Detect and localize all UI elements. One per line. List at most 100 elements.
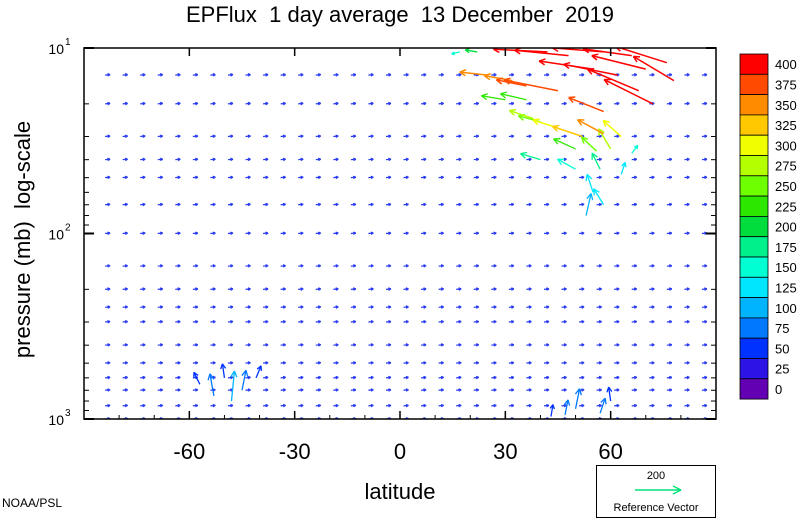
colorbar-swatch [739, 317, 769, 339]
flux-vector [456, 361, 462, 365]
y-tick-label: 10 [48, 41, 64, 57]
flux-vector [456, 175, 462, 180]
colorbar-label: 275 [775, 159, 797, 174]
flux-vector [298, 101, 304, 106]
flux-vector [491, 287, 497, 291]
flux-vector [543, 343, 550, 347]
flux-vector [192, 403, 199, 408]
flux-vector [473, 305, 480, 309]
flux-vector [227, 343, 234, 347]
flux-vector [210, 73, 216, 77]
flux-vector [701, 175, 708, 180]
flux-vector [438, 175, 444, 180]
flux-vector [192, 101, 199, 106]
flux-vector [403, 361, 409, 365]
flux-vector [526, 403, 532, 408]
flux-vector [280, 319, 286, 324]
flux-vector [473, 134, 480, 139]
flux-vector [508, 319, 515, 324]
data-vectors [193, 48, 675, 417]
flux-vector [403, 343, 409, 347]
flux-vector [684, 403, 690, 408]
flux-vector [438, 202, 444, 207]
colorbar-swatch [739, 236, 769, 258]
flux-vector [592, 188, 605, 206]
flux-vector [263, 264, 269, 268]
flux-vector [210, 287, 216, 291]
flux-vector [157, 231, 164, 235]
flux-vector [631, 388, 638, 392]
flux-vector [385, 361, 392, 365]
flux-vector [596, 101, 602, 106]
flux-vector [438, 264, 444, 268]
flux-vector [403, 73, 409, 77]
flux-vector [192, 287, 199, 291]
flux-vector [580, 136, 598, 152]
flux-vector [192, 231, 199, 235]
flux-vector [227, 157, 234, 162]
flux-vector [519, 151, 541, 161]
flux-vector [543, 319, 550, 324]
flux-vector [491, 361, 497, 365]
flux-vector [508, 305, 515, 309]
flux-vector [631, 264, 638, 268]
flux-vector [140, 305, 146, 309]
flux-vector [631, 375, 638, 380]
x-tick-label: 60 [598, 439, 622, 464]
flux-vector [175, 375, 181, 380]
colorbar-label: 150 [775, 260, 797, 275]
flux-vector [263, 343, 269, 347]
flux-vector [614, 343, 620, 347]
flux-vector [456, 264, 462, 268]
flux-vector [368, 343, 374, 347]
flux-vector [385, 403, 392, 408]
flux-vector [684, 305, 690, 309]
flux-vector [192, 305, 199, 309]
flux-vector [526, 305, 532, 309]
flux-vector [122, 157, 128, 162]
flux-vector [456, 231, 462, 235]
flux-vector [298, 202, 304, 207]
flux-vector [175, 231, 181, 235]
flux-vector [105, 343, 111, 347]
flux-vector [403, 175, 409, 180]
flux-vector [350, 264, 357, 268]
flux-vector [596, 231, 602, 235]
flux-vector [561, 343, 567, 347]
flux-vector [298, 343, 304, 347]
flux-vector [543, 375, 550, 380]
flux-vector [122, 388, 128, 392]
flux-vector [105, 73, 111, 77]
flux-vector [263, 305, 269, 309]
flux-vector [245, 202, 251, 207]
flux-vector [227, 375, 234, 380]
flux-vector [473, 319, 480, 324]
flux-vector [456, 73, 462, 77]
flux-vector [666, 361, 673, 365]
flux-vector [606, 386, 613, 402]
flux-vector [298, 157, 304, 162]
flux-vector [227, 264, 234, 268]
flux-vector [526, 73, 532, 77]
colorbar-swatch [739, 134, 769, 156]
flux-vector [701, 287, 708, 291]
flux-vector [105, 388, 111, 392]
flux-vector [333, 134, 339, 139]
flux-vector [140, 231, 146, 235]
flux-vector [210, 361, 216, 365]
flux-vector [105, 101, 111, 106]
flux-vector [684, 319, 690, 324]
flux-vector [140, 73, 146, 77]
noaa-psl-credit: NOAA/PSL [2, 496, 63, 510]
flux-vector [456, 157, 462, 162]
flux-vector [368, 375, 374, 380]
flux-vector [631, 101, 638, 106]
flux-vector [403, 134, 409, 139]
flux-vector [140, 343, 146, 347]
flux-vector [421, 231, 427, 235]
flux-vector [333, 388, 339, 392]
flux-vector [586, 67, 640, 92]
colorbar-swatch [739, 114, 769, 136]
flux-vector [561, 73, 567, 77]
flux-vector [157, 73, 164, 77]
